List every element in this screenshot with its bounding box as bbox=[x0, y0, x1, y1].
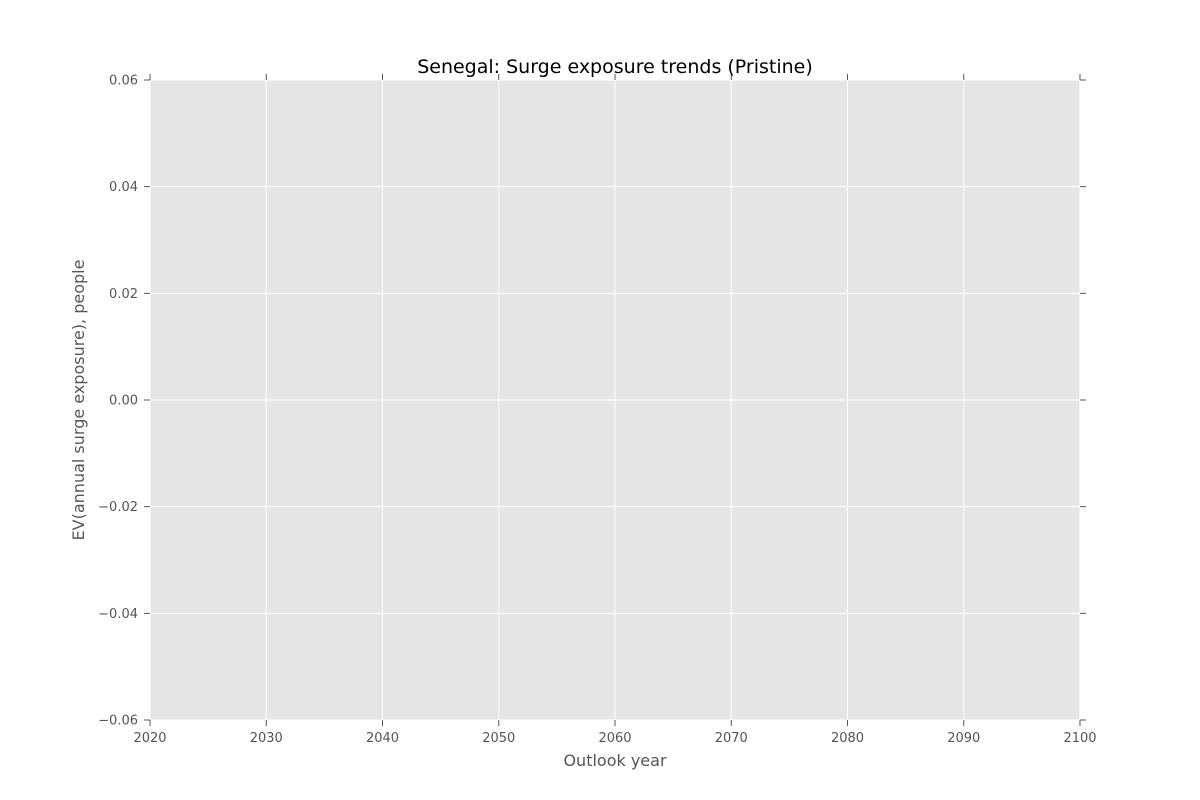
x-tick-label: 2100 bbox=[1063, 731, 1096, 746]
x-tick-label: 2090 bbox=[947, 731, 980, 746]
y-tick-label: −0.02 bbox=[98, 500, 138, 515]
y-tick-label: 0.04 bbox=[109, 180, 138, 195]
y-tick-label: 0.00 bbox=[109, 394, 138, 409]
chart-title: Senegal: Surge exposure trends (Pristine… bbox=[417, 56, 813, 78]
x-axis: 2020 2030 2040 2050 2060 2070 2080 2090 2100 bbox=[133, 74, 1097, 746]
x-tick-label: 2050 bbox=[482, 731, 515, 746]
y-tick-label: 0.02 bbox=[109, 287, 138, 302]
x-tick-label: 2030 bbox=[250, 731, 283, 746]
x-tick-label: 2040 bbox=[366, 731, 399, 746]
x-tick-label: 2080 bbox=[831, 731, 864, 746]
x-tick-label: 2070 bbox=[715, 731, 748, 746]
y-axis: −0.06 −0.04 −0.02 0.00 0.02 0.04 0.06 bbox=[98, 74, 1086, 729]
x-axis-label: Outlook year bbox=[563, 751, 667, 770]
y-tick-label: −0.06 bbox=[98, 714, 138, 729]
x-tick-label: 2020 bbox=[133, 731, 166, 746]
plot-area bbox=[149, 79, 1081, 721]
x-tick-label: 2060 bbox=[598, 731, 631, 746]
y-tick-label: 0.06 bbox=[109, 74, 138, 89]
y-axis-label: EV(annual surge exposure), people bbox=[69, 260, 88, 541]
y-tick-label: −0.04 bbox=[98, 607, 138, 622]
